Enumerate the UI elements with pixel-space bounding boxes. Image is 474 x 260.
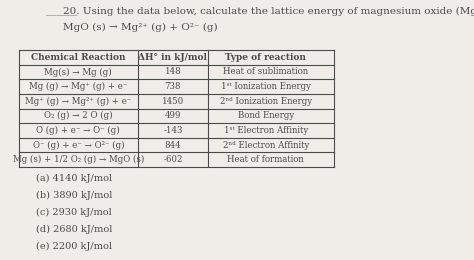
Text: 738: 738 xyxy=(164,82,181,91)
Text: 148: 148 xyxy=(164,67,181,76)
Text: O₂ (g) → 2 O (g): O₂ (g) → 2 O (g) xyxy=(44,111,113,120)
Text: 2ⁿᵈ Ionization Energy: 2ⁿᵈ Ionization Energy xyxy=(220,97,312,106)
Text: 1450: 1450 xyxy=(162,97,184,106)
Text: Bond Energy: Bond Energy xyxy=(237,111,294,120)
Text: (d) 2680 kJ/mol: (d) 2680 kJ/mol xyxy=(36,225,112,234)
Text: O⁻ (g) + e⁻ → O²⁻ (g): O⁻ (g) + e⁻ → O²⁻ (g) xyxy=(33,140,124,150)
Text: Mg(s) → Mg (g): Mg(s) → Mg (g) xyxy=(45,67,112,76)
Text: -143: -143 xyxy=(163,126,182,135)
Text: Chemical Reaction: Chemical Reaction xyxy=(31,53,126,62)
Text: 2ⁿᵈ Electron Affinity: 2ⁿᵈ Electron Affinity xyxy=(223,141,309,149)
Text: O (g) + e⁻ → O⁻ (g): O (g) + e⁻ → O⁻ (g) xyxy=(36,126,120,135)
Text: 844: 844 xyxy=(164,141,181,149)
Text: (c) 2930 kJ/mol: (c) 2930 kJ/mol xyxy=(36,208,111,217)
Text: ΔH° in kJ/mol: ΔH° in kJ/mol xyxy=(138,53,207,62)
Text: (a) 4140 kJ/mol: (a) 4140 kJ/mol xyxy=(36,174,112,183)
Text: (e) 2200 kJ/mol: (e) 2200 kJ/mol xyxy=(36,242,112,251)
Text: MgO (s) → Mg²⁺ (g) + O²⁻ (g): MgO (s) → Mg²⁺ (g) + O²⁻ (g) xyxy=(63,23,218,32)
Text: Type of reaction: Type of reaction xyxy=(226,53,306,62)
Text: (b) 3890 kJ/mol: (b) 3890 kJ/mol xyxy=(36,191,112,200)
Text: Mg (s) + 1/2 O₂ (g) → MgO (s): Mg (s) + 1/2 O₂ (g) → MgO (s) xyxy=(13,155,144,164)
Text: 1ˢᵗ Ionization Energy: 1ˢᵗ Ionization Energy xyxy=(221,82,311,91)
Text: Heat of formation: Heat of formation xyxy=(228,155,304,164)
Text: -602: -602 xyxy=(163,155,182,164)
Text: 499: 499 xyxy=(164,111,181,120)
Text: Heat of sublimation: Heat of sublimation xyxy=(223,67,309,76)
Text: ______: ______ xyxy=(46,7,77,16)
Text: Mg⁺ (g) → Mg²⁺ (g) + e⁻: Mg⁺ (g) → Mg²⁺ (g) + e⁻ xyxy=(25,97,132,106)
Text: 20. Using the data below, calculate the lattice energy of magnesium oxide (MgO).: 20. Using the data below, calculate the … xyxy=(63,7,474,16)
Text: Mg (g) → Mg⁺ (g) + e⁻: Mg (g) → Mg⁺ (g) + e⁻ xyxy=(29,82,128,91)
Text: 1ˢᵗ Electron Affinity: 1ˢᵗ Electron Affinity xyxy=(224,126,308,135)
